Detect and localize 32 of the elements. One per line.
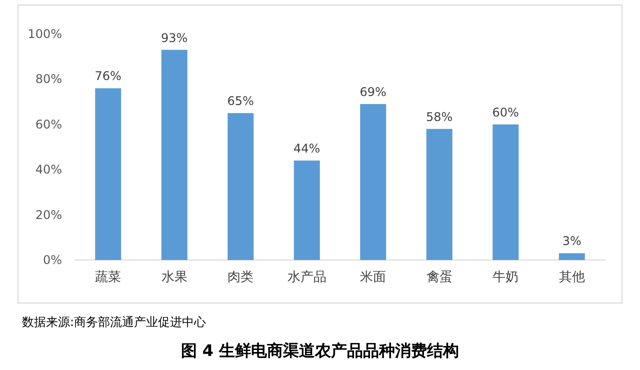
data-label: 60% bbox=[492, 105, 519, 120]
bar bbox=[95, 88, 122, 260]
bar bbox=[558, 253, 585, 260]
x-tick-label: 禽蛋 bbox=[426, 270, 452, 285]
x-tick-label: 蔬菜 bbox=[95, 270, 122, 285]
data-label: 58% bbox=[426, 110, 453, 124]
bar bbox=[161, 50, 188, 260]
x-tick-label: 水果 bbox=[161, 270, 188, 285]
y-tick-label: 0% bbox=[42, 253, 62, 267]
data-label: 44% bbox=[294, 142, 320, 156]
data-label: 69% bbox=[360, 85, 386, 100]
y-tick-label: 20% bbox=[35, 208, 62, 222]
bar bbox=[294, 160, 320, 260]
bar bbox=[492, 124, 519, 260]
data-label: 3% bbox=[562, 234, 582, 248]
x-tick-label: 牛奶 bbox=[492, 270, 519, 285]
bar bbox=[426, 128, 452, 260]
y-tick-label: 100% bbox=[28, 27, 62, 41]
bar bbox=[228, 113, 254, 260]
source-note: 数据来源:商务部流通产业促进中心 bbox=[22, 315, 206, 329]
x-tick-label: 其他 bbox=[558, 270, 585, 285]
text: 图 4 生鲜电商渠道农产品品种消费结构 bbox=[180, 341, 460, 360]
y-tick-label: 80% bbox=[35, 72, 62, 86]
data-label: 76% bbox=[94, 69, 122, 84]
bar bbox=[360, 104, 386, 260]
x-tick-label: 水产品 bbox=[287, 270, 326, 285]
data-label: 93% bbox=[161, 30, 188, 45]
x-tick-label: 米面 bbox=[360, 270, 386, 285]
x-tick-label: 肉类 bbox=[228, 270, 254, 285]
data-label: 65% bbox=[227, 94, 254, 108]
y-tick-label: 60% bbox=[35, 117, 62, 132]
y-tick-label: 40% bbox=[35, 162, 62, 177]
